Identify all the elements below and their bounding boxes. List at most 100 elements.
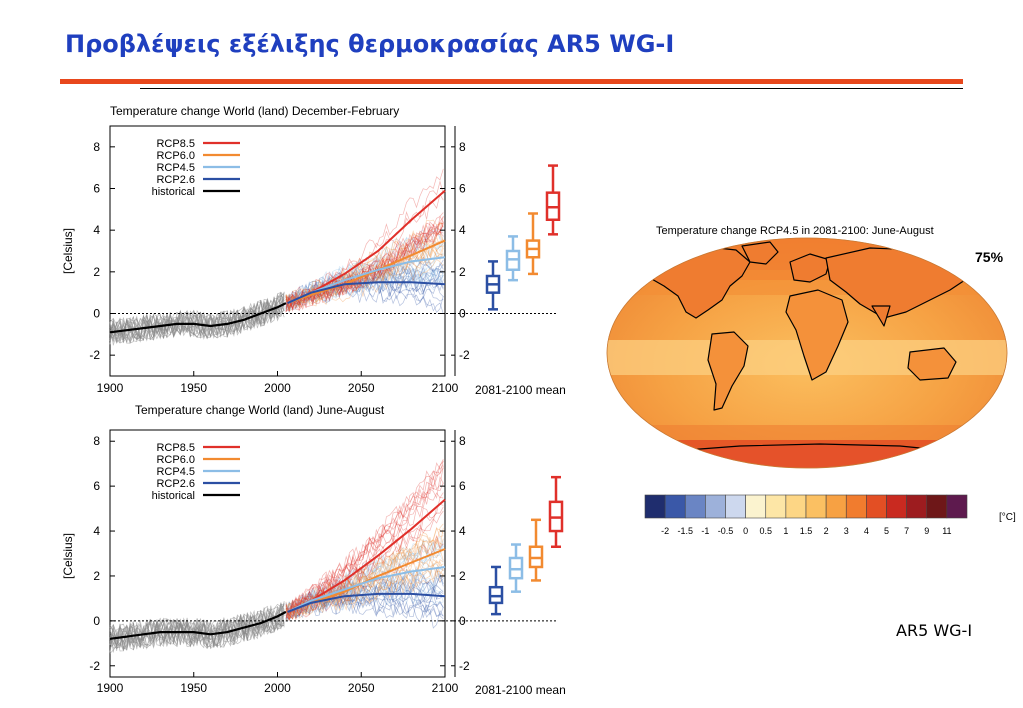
antarctica bbox=[659, 443, 961, 468]
series-line-rcp60 bbox=[287, 239, 446, 305]
colorbar-swatch bbox=[845, 494, 867, 519]
x-tick-label: 1950 bbox=[180, 681, 207, 695]
y-tick-label: 8 bbox=[93, 140, 100, 154]
series-line-rcp26 bbox=[287, 592, 446, 613]
colorbar-label: -1 bbox=[701, 526, 709, 536]
series-line-rcp45 bbox=[287, 566, 446, 613]
world-temperature-map: Temperature change RCP4.5 in 2081-2100: … bbox=[606, 225, 1016, 536]
y-axis-label: [Celsius] bbox=[61, 533, 75, 579]
x-tick-label: 1900 bbox=[97, 381, 124, 395]
slide-title: Προβλέψεις εξέλιξης θερμοκρασίας AR5 WG-… bbox=[65, 30, 675, 58]
side-axis: -2 0 2 4 6 8 bbox=[451, 126, 470, 376]
europe bbox=[789, 253, 831, 283]
boxplot-rcp60 bbox=[525, 212, 541, 276]
y-tick-label: -2 bbox=[89, 348, 100, 362]
india bbox=[871, 305, 891, 327]
australia bbox=[907, 347, 957, 381]
y-tick-label: 6 bbox=[93, 182, 100, 196]
side-tick-label: 8 bbox=[459, 434, 466, 448]
side-axis-label: 2081-2100 mean bbox=[475, 683, 566, 697]
y-tick-label: -2 bbox=[89, 659, 100, 673]
side-tick-label: 0 bbox=[459, 307, 466, 321]
legend-label: RCP6.0 bbox=[156, 454, 195, 466]
colorbar-swatch bbox=[644, 494, 666, 519]
boxplots bbox=[488, 475, 564, 616]
y-tick-label: 2 bbox=[93, 569, 100, 583]
side-tick-label: 6 bbox=[459, 182, 466, 196]
chart-title: Temperature change World (land) December… bbox=[110, 104, 399, 118]
colorbar-label: 0 bbox=[743, 526, 748, 536]
colorbar: -2 -1.5 -1 -0.5 0 0.5 1 1.5 2 3 4 5 7 9 11 bbox=[644, 494, 968, 536]
legend-label: RCP8.5 bbox=[156, 442, 195, 454]
boxplot-rcp26 bbox=[488, 565, 504, 616]
series-line-historical bbox=[109, 610, 287, 640]
boxplot-rcp45 bbox=[508, 543, 524, 593]
colorbar-swatch bbox=[825, 494, 847, 519]
colorbar-label: 3 bbox=[844, 526, 849, 536]
colorbar-label: 7 bbox=[904, 526, 909, 536]
y-tick-label: 4 bbox=[93, 223, 100, 237]
side-tick-label: 4 bbox=[459, 524, 466, 538]
colorbar-swatch bbox=[705, 494, 726, 519]
south-america bbox=[707, 331, 749, 411]
colorbar-swatch bbox=[805, 494, 827, 519]
chart-title: Temperature change World (land) June-Aug… bbox=[135, 403, 385, 417]
boxplot-rcp60 bbox=[528, 518, 544, 582]
colorbar-label: -2 bbox=[661, 526, 669, 536]
colorbar-swatch bbox=[785, 494, 807, 519]
colorbar-swatch bbox=[906, 494, 928, 519]
side-axis: -2 0 2 4 6 8 bbox=[451, 430, 470, 677]
colorbar-label: 5 bbox=[884, 526, 889, 536]
boxplot-rcp26 bbox=[485, 260, 501, 311]
side-axis-label: 2081-2100 mean bbox=[475, 383, 566, 397]
side-tick-label: 4 bbox=[459, 223, 466, 237]
y-tick-label: 6 bbox=[93, 479, 100, 493]
colorbar-swatch bbox=[866, 494, 887, 519]
x-axis: 1900 1950 2000 2050 2100 bbox=[97, 672, 459, 695]
chart-jun-aug: Temperature change World (land) June-Aug… bbox=[61, 403, 566, 697]
boxplot-rcp85 bbox=[545, 164, 561, 236]
series-line-rcp26 bbox=[287, 281, 446, 305]
colorbar-label: 11 bbox=[942, 526, 951, 536]
boxplot-rcp85 bbox=[548, 475, 564, 549]
x-tick-label: 1900 bbox=[97, 681, 124, 695]
side-tick-label: 0 bbox=[459, 614, 466, 628]
y-tick-label: 4 bbox=[93, 524, 100, 538]
africa bbox=[785, 289, 849, 381]
y-tick-label: 8 bbox=[93, 434, 100, 448]
x-tick-label: 2000 bbox=[264, 681, 291, 695]
legend-label: RCP4.5 bbox=[156, 162, 195, 174]
colorbar-label: 9 bbox=[924, 526, 929, 536]
y-axis: -2 0 2 4 6 8 bbox=[89, 140, 445, 362]
chart-dec-feb: Temperature change World (land) December… bbox=[61, 104, 566, 397]
legend-label: RCP6.0 bbox=[156, 150, 195, 162]
y-tick-label: 2 bbox=[93, 265, 100, 279]
colorbar-swatch bbox=[926, 494, 948, 519]
y-tick-label: 0 bbox=[93, 307, 100, 321]
colorbar-label: -0.5 bbox=[718, 526, 734, 536]
legend-label: RCP4.5 bbox=[156, 466, 195, 478]
colorbar-unit: [°C] bbox=[999, 512, 1016, 523]
colorbar-label: 1 bbox=[783, 526, 788, 536]
colorbar-label: 0.5 bbox=[759, 526, 772, 536]
title-underline bbox=[60, 79, 963, 84]
y-tick-label: 0 bbox=[93, 614, 100, 628]
x-tick-label: 2050 bbox=[348, 381, 375, 395]
greenland bbox=[741, 241, 779, 265]
y-axis-label: [Celsius] bbox=[61, 228, 75, 274]
colorbar-swatch bbox=[946, 494, 968, 519]
colorbar-swatch bbox=[684, 494, 706, 519]
series-line-historical bbox=[109, 302, 287, 334]
side-tick-label: -2 bbox=[459, 348, 470, 362]
x-axis: 1900 1950 2000 2050 2100 bbox=[97, 371, 459, 395]
side-tick-label: 2 bbox=[459, 265, 466, 279]
colorbar-swatch bbox=[765, 494, 787, 519]
colorbar-swatch bbox=[745, 494, 767, 519]
colorbar-label: 2 bbox=[824, 526, 829, 536]
boxplots bbox=[485, 164, 561, 311]
side-tick-label: 2 bbox=[459, 569, 466, 583]
x-tick-label: 2000 bbox=[264, 381, 291, 395]
legend-label: RCP8.5 bbox=[156, 138, 195, 150]
side-tick-label: -2 bbox=[459, 659, 470, 673]
